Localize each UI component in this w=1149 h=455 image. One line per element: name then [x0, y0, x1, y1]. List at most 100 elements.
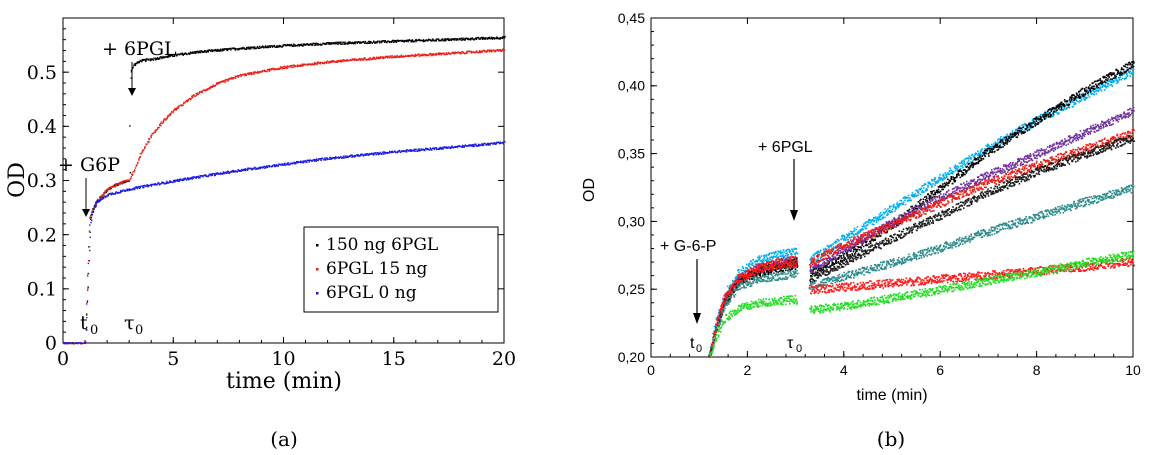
- data-point: [191, 95, 193, 98]
- data-point: [184, 177, 187, 179]
- data-point: [450, 147, 452, 149]
- data-point: [1004, 142, 1007, 145]
- data-point: [1026, 129, 1029, 132]
- data-point: [212, 173, 214, 175]
- data-point: [148, 141, 150, 143]
- data-point: [900, 199, 903, 202]
- data-point: [141, 59, 143, 61]
- data-point: [314, 44, 316, 47]
- data-point: [144, 185, 146, 188]
- data-point: [221, 50, 224, 52]
- data-point: [453, 39, 456, 41]
- data-point: [317, 159, 319, 162]
- data-point: [761, 260, 764, 263]
- data-point: [221, 80, 224, 83]
- data-point: [425, 54, 427, 56]
- data-point: [459, 145, 462, 148]
- data-point: [780, 269, 782, 272]
- data-point: [183, 179, 185, 181]
- data-point: [832, 258, 834, 261]
- data-point: [945, 173, 948, 176]
- data-point: [956, 168, 959, 171]
- data-point: [245, 48, 248, 50]
- data-point: [462, 37, 464, 39]
- data-point: [1115, 80, 1118, 82]
- data-point: [379, 151, 381, 154]
- data-point: [62, 342, 65, 345]
- data-point: [237, 76, 239, 78]
- data-point: [198, 175, 200, 177]
- data-point: [786, 248, 789, 251]
- data-point: [1097, 86, 1100, 89]
- data-point: [873, 219, 876, 222]
- data-point: [1084, 96, 1086, 99]
- data-point: [177, 107, 179, 109]
- data-point: [1108, 76, 1110, 78]
- data-point: [359, 42, 361, 44]
- data-point: [94, 204, 96, 206]
- data-point: [1012, 133, 1015, 135]
- data-point: [96, 201, 98, 203]
- data-point: [927, 184, 929, 187]
- data-point: [100, 197, 102, 199]
- data-point: [492, 49, 495, 51]
- data-point: [1067, 103, 1070, 106]
- data-point: [214, 174, 216, 177]
- data-point: [811, 273, 814, 275]
- data-point: [205, 174, 207, 177]
- data-point: [124, 190, 126, 192]
- data-point: [396, 54, 398, 57]
- data-point: [786, 252, 789, 254]
- data-point: [115, 184, 117, 186]
- data-point: [858, 249, 861, 251]
- data-point: [303, 160, 306, 162]
- data-point: [943, 176, 945, 179]
- data-point: [380, 41, 383, 44]
- data-point: [964, 165, 967, 167]
- data-point: [1056, 105, 1059, 108]
- data-point: [262, 70, 264, 72]
- data-point: [278, 44, 280, 47]
- data-point: [448, 52, 451, 55]
- data-point: [1071, 98, 1073, 101]
- data-point: [774, 269, 776, 271]
- data-point: [87, 260, 90, 262]
- data-point: [777, 257, 779, 259]
- data-point: [275, 164, 277, 167]
- data-point: [1101, 82, 1103, 85]
- data-point: [351, 154, 353, 156]
- data-point: [134, 186, 136, 189]
- data-point: [292, 162, 294, 165]
- data-point: [75, 342, 78, 344]
- data-point: [937, 181, 940, 183]
- data-point: [471, 38, 473, 40]
- data-point: [172, 110, 175, 112]
- data-point: [353, 155, 355, 158]
- data-point: [962, 166, 964, 169]
- data-point: [927, 193, 930, 195]
- data-point: [282, 67, 285, 70]
- data-point: [1075, 92, 1078, 95]
- data-point: [461, 146, 463, 148]
- data-point: [229, 171, 231, 174]
- data-point: [374, 41, 376, 43]
- data-point: [1006, 143, 1008, 145]
- data-point: [1049, 108, 1051, 110]
- data-point: [379, 56, 381, 59]
- data-point: [110, 192, 112, 195]
- data-point: [856, 233, 858, 235]
- data-point: [983, 154, 986, 156]
- data-point: [406, 39, 408, 42]
- data-point: [935, 181, 937, 183]
- data-point: [949, 167, 951, 169]
- data-point: [1038, 121, 1040, 124]
- data-point: [150, 58, 152, 60]
- data-point: [85, 314, 88, 316]
- data-point: [899, 199, 902, 202]
- data-point: [1109, 78, 1112, 81]
- data-point: [464, 39, 467, 41]
- data-point: [1129, 63, 1131, 66]
- data-point: [828, 251, 830, 253]
- data-point: [186, 177, 189, 179]
- data-point: [1022, 132, 1024, 134]
